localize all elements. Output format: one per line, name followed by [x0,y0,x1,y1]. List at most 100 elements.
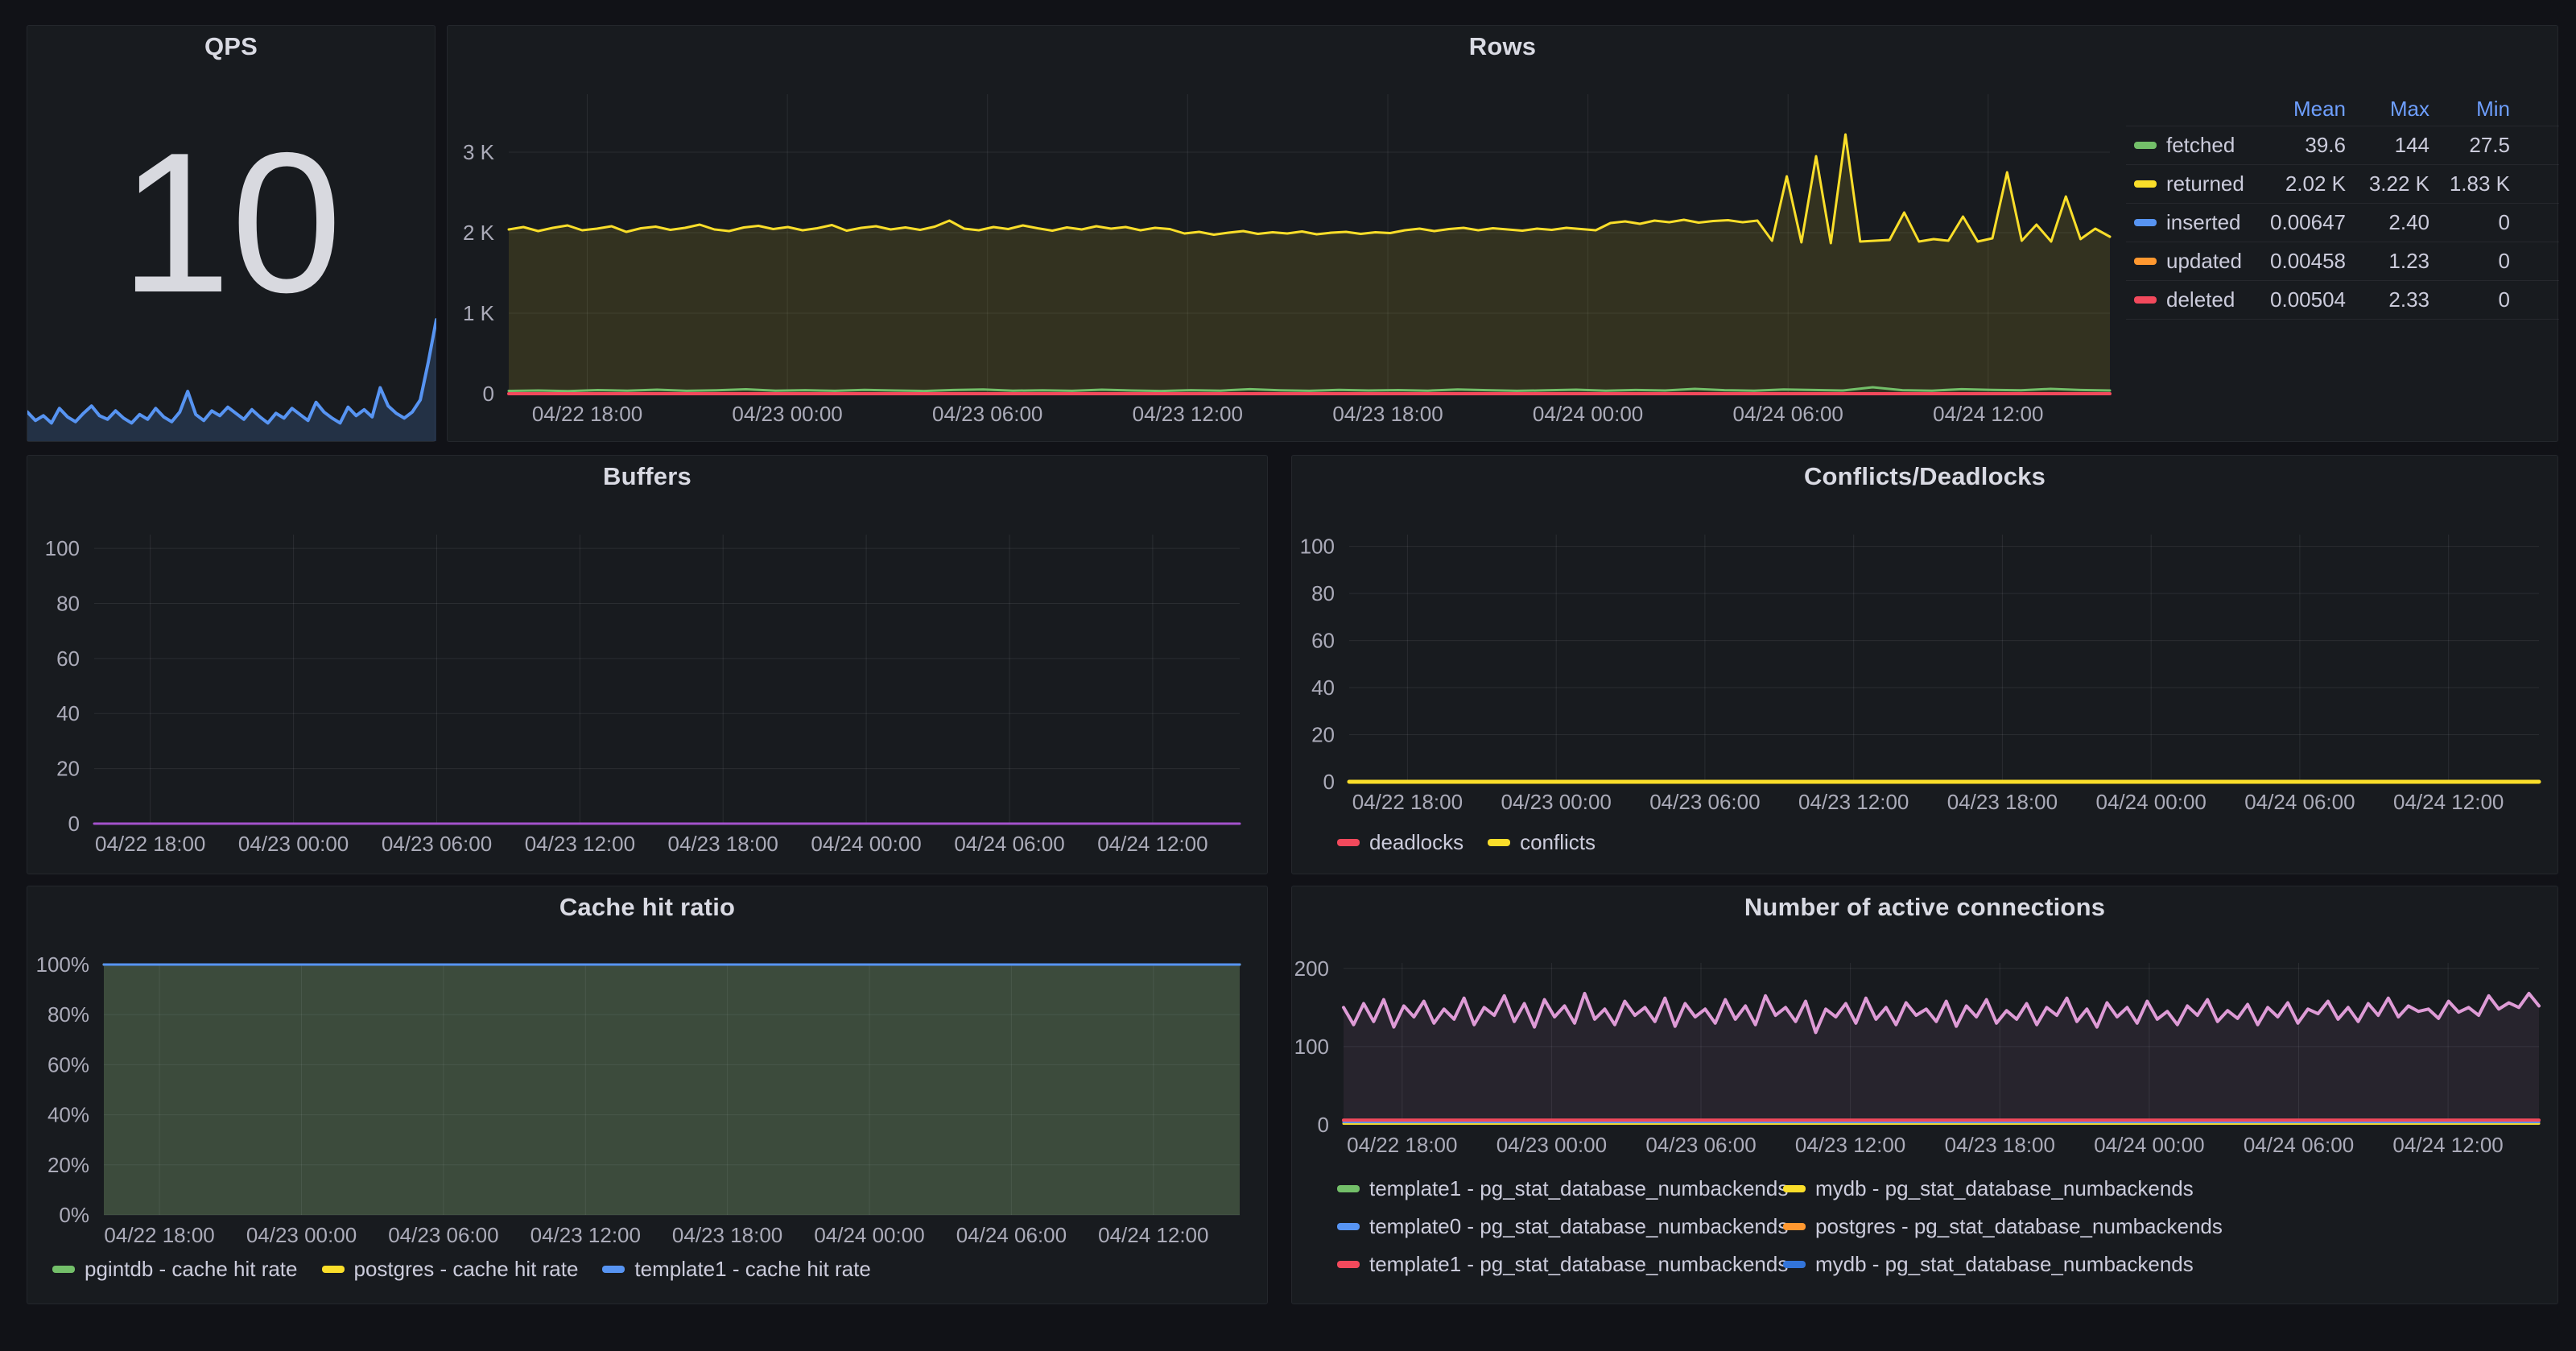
series-color-dash [1337,1185,1360,1192]
legend-item[interactable]: template1 - pg_stat_database_numbackends [1337,1246,1788,1283]
series-color-dash [1783,1185,1806,1192]
rows-chart[interactable]: 0 1 K 2 K 3 K 04/22 18:00 04/23 00:00 04/23 06… [448,64,2126,443]
panel-title-rows[interactable]: Rows [1468,32,1537,60]
series-color-dash [1337,1261,1360,1268]
svg-text:04/24 12:00: 04/24 12:00 [2392,1133,2503,1157]
panel-buffers: Buffers 0 20 40 60 80 100 04/22 18:00 04/23 00:… [27,455,1268,874]
qps-stat-value: 10 [120,110,342,334]
series-min: 0 [2498,249,2510,273]
svg-text:60: 60 [1311,629,1335,653]
legend-item[interactable]: postgres - pg_stat_database_numbackends [1783,1208,2223,1246]
series-label: fetched [2166,133,2235,157]
svg-text:04/23 18:00: 04/23 18:00 [672,1223,782,1247]
series-color-dash [321,1265,345,1273]
svg-text:04/23 00:00: 04/23 00:00 [246,1223,357,1247]
chart-svg: 0 20 40 60 80 100 04/22 18:00 04/23 00:00 04/23 … [45,535,1241,856]
svg-text:100: 100 [45,536,80,560]
series-color-dash [2134,219,2157,226]
connections-legend: template1 - pg_stat_database_numbackends… [1337,1170,2223,1283]
svg-text:04/22 18:00: 04/22 18:00 [1352,790,1463,814]
legend-item-label: deadlocks [1369,829,1464,854]
legend-item[interactable]: pgintdb - cache hit rate [52,1257,298,1282]
panel-title-cache[interactable]: Cache hit ratio [559,893,736,921]
svg-text:04/23 12:00: 04/23 12:00 [1798,790,1909,814]
series-label: inserted [2166,210,2241,234]
panel-qps: QPS 10 [26,25,438,442]
col-header-mean[interactable]: Mean [2293,96,2346,121]
svg-text:04/24 06:00: 04/24 06:00 [954,832,1064,856]
chart-svg: 0 20 40 60 80 100 04/22 18:00 04/23 00:00 04/23 … [1300,535,2541,814]
col-header-max[interactable]: Max [2389,96,2429,121]
svg-text:04/24 00:00: 04/24 00:00 [814,1223,924,1247]
svg-text:80: 80 [1311,581,1335,605]
legend-item[interactable]: template1 - pg_stat_database_numbackends [1337,1170,1788,1208]
legend-item-label: mydb - pg_stat_database_numbackends [1815,1176,2194,1200]
svg-text:80%: 80% [47,1002,89,1027]
legend-item[interactable]: mydb - pg_stat_database_numbackends [1783,1246,2223,1283]
series-max: 2.33 [2388,287,2429,312]
svg-text:04/23 06:00: 04/23 06:00 [1645,1133,1756,1157]
legend-item-label: template0 - pg_stat_database_numbackends [1369,1214,1789,1238]
series-mean: 0.00647 [2270,210,2346,234]
series-color-dash [1337,838,1360,846]
legend-item-label: postgres - pg_stat_database_numbackends [1815,1214,2223,1238]
legend-item[interactable]: template1 - cache hit rate [602,1256,871,1282]
svg-text:04/23 06:00: 04/23 06:00 [388,1223,498,1247]
chart-svg: 0 100 200 04/22 18:00 04/23 00:00 04/23 06:00… [1294,956,2541,1157]
series-mean: 0.00504 [2270,287,2346,312]
svg-text:04/22 18:00: 04/22 18:00 [95,832,205,856]
panel-conflicts: Conflicts/Deadlocks 0 20 40 60 80 100 04/22 18… [1291,455,2558,874]
legend-table-row[interactable]: deleted 0.00504 2.33 0 [2126,280,2559,320]
legend-table-row[interactable]: inserted 0.00647 2.40 0 [2126,203,2559,242]
legend-item-label: postgres - cache hit rate [353,1256,579,1281]
cache-hit-ratio-chart[interactable]: 0% 20% 40% 60% 80% 100% 04/22 18:00 04/23 00:00… [27,925,1267,1251]
svg-text:04/22 18:00: 04/22 18:00 [104,1223,214,1247]
legend-item-label: template1 - cache hit rate [634,1256,871,1281]
legend-table-row[interactable]: fetched 39.6 144 27.5 [2126,126,2559,164]
svg-text:04/23 00:00: 04/23 00:00 [1501,790,1612,814]
svg-text:20: 20 [1311,723,1335,747]
svg-text:40: 40 [56,701,80,725]
svg-text:04/23 12:00: 04/23 12:00 [525,832,635,856]
svg-text:04/23 18:00: 04/23 18:00 [1945,1133,2055,1157]
legend-item[interactable]: mydb - pg_stat_database_numbackends [1783,1170,2223,1208]
legend-item-label: pgintdb - cache hit rate [85,1256,298,1281]
svg-text:04/23 00:00: 04/23 00:00 [732,402,842,426]
series-label: deleted [2166,287,2235,312]
svg-text:04/23 12:00: 04/23 12:00 [1133,402,1243,426]
panel-title-connections[interactable]: Number of active connections [1744,893,2106,921]
legend-item[interactable]: conflicts [1488,830,1596,855]
col-header-min[interactable]: Min [2476,96,2510,121]
conflicts-chart[interactable]: 0 20 40 60 80 100 04/22 18:00 04/23 00:00 04/23 … [1292,494,2557,824]
legend-table-row[interactable]: updated 0.00458 1.23 0 [2126,242,2559,280]
series-color-dash [52,1265,75,1273]
svg-text:60: 60 [56,647,80,671]
legend-item[interactable]: template0 - pg_stat_database_numbackends [1337,1208,1788,1246]
legend-item[interactable]: deadlocks [1337,830,1463,855]
panel-title-qps[interactable]: QPS [204,32,258,60]
qps-sparkline[interactable] [26,312,438,441]
chart-svg: 0% 20% 40% 60% 80% 100% 04/22 18:00 04/23 00:00… [36,952,1241,1247]
series-color-dash [2134,258,2157,265]
panel-title-conflicts[interactable]: Conflicts/Deadlocks [1803,462,2046,490]
series-max: 3.22 K [2368,171,2429,196]
connections-chart[interactable]: 0 100 200 04/22 18:00 04/23 00:00 04/23 06:00… [1292,925,2557,1170]
svg-text:04/24 00:00: 04/24 00:00 [2094,1133,2204,1157]
series-color-dash [1783,1261,1806,1268]
legend-item[interactable]: postgres - cache hit rate [321,1256,579,1282]
svg-text:04/23 18:00: 04/23 18:00 [1947,790,2058,814]
series-mean: 2.02 K [2285,171,2346,196]
svg-text:200: 200 [1294,956,1329,981]
svg-text:04/23 06:00: 04/23 06:00 [1649,790,1760,814]
legend-table-row[interactable]: returned 2.02 K 3.22 K 1.83 K [2126,164,2559,203]
svg-text:04/24 12:00: 04/24 12:00 [1098,1223,1208,1247]
svg-text:04/22 18:00: 04/22 18:00 [532,402,642,426]
svg-text:20%: 20% [47,1153,89,1177]
svg-text:0: 0 [1323,770,1335,794]
series-color-dash [1337,1223,1360,1230]
buffers-chart[interactable]: 0 20 40 60 80 100 04/22 18:00 04/23 00:00 04/23 … [27,494,1267,875]
panel-title-buffers[interactable]: Buffers [603,462,691,490]
svg-text:04/24 06:00: 04/24 06:00 [956,1223,1067,1247]
series-min: 1.83 K [2449,171,2510,196]
svg-text:04/23 00:00: 04/23 00:00 [1496,1133,1607,1157]
